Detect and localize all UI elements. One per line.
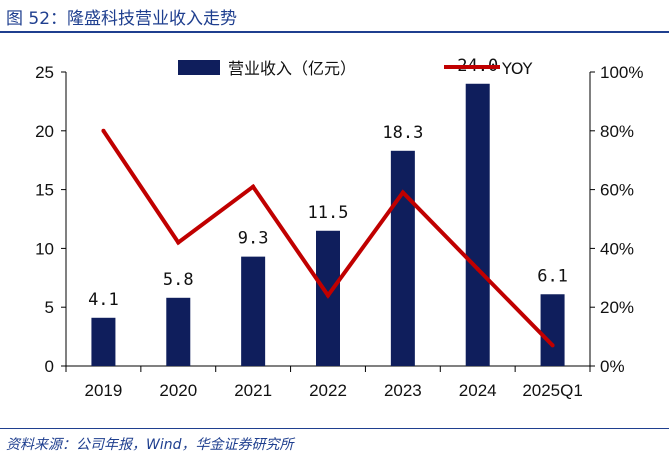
- left-tick-label: 5: [45, 298, 54, 317]
- x-tick-label: 2023: [384, 381, 422, 400]
- yoy-point: [101, 128, 106, 133]
- right-tick-label: 40%: [600, 239, 634, 258]
- revenue-bar: [91, 317, 116, 366]
- right-tick-label: 80%: [600, 122, 634, 141]
- left-tick-label: 10: [35, 239, 54, 258]
- revenue-bar: [465, 83, 490, 366]
- yoy-point: [251, 184, 256, 189]
- yoy-point: [176, 240, 181, 245]
- source-divider: [0, 428, 669, 429]
- right-tick-label: 0%: [600, 357, 625, 376]
- left-tick-label: 25: [35, 63, 54, 82]
- revenue-bar: [540, 294, 565, 366]
- yoy-point: [326, 293, 330, 298]
- figure-source: 资料来源：公司年报，Wind，华金证券研究所: [6, 437, 294, 453]
- yoy-point: [550, 343, 555, 348]
- x-tick-label: 2020: [159, 381, 197, 400]
- x-tick-label: 2022: [309, 381, 347, 400]
- x-tick-label: 2021: [234, 381, 272, 400]
- left-tick-label: 15: [35, 181, 54, 200]
- x-tick-label: 2024: [459, 381, 497, 400]
- x-tick-label: 2025Q1: [522, 381, 583, 400]
- right-tick-label: 20%: [600, 298, 634, 317]
- revenue-data-label: 4.1: [88, 290, 119, 310]
- revenue-bar: [390, 150, 415, 366]
- legend-line-label: YOY: [501, 59, 533, 78]
- yoy-point: [475, 266, 480, 271]
- revenue-bar: [241, 256, 266, 366]
- legend-bar-label: 营业收入（亿元）: [228, 59, 356, 78]
- yoy-point: [400, 190, 405, 195]
- left-tick-label: 0: [45, 357, 54, 376]
- revenue-data-label: 6.1: [537, 266, 568, 286]
- revenue-data-label: 18.3: [382, 123, 423, 143]
- title-divider: [0, 31, 669, 33]
- right-tick-label: 100%: [600, 63, 643, 82]
- revenue-data-label: 9.3: [238, 229, 269, 249]
- left-tick-label: 20: [35, 122, 54, 141]
- figure-title: 图 52：隆盛科技营业收入走势: [6, 9, 238, 29]
- revenue-data-label: 11.5: [308, 203, 349, 223]
- legend-bar-swatch: [178, 60, 220, 75]
- revenue-bar: [166, 297, 191, 366]
- right-tick-label: 60%: [600, 181, 634, 200]
- x-tick-label: 2019: [85, 381, 123, 400]
- revenue-data-label: 5.8: [163, 270, 194, 290]
